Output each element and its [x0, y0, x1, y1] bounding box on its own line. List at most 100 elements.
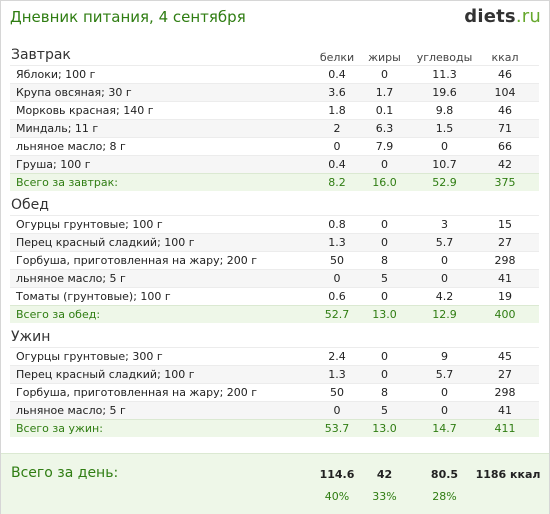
meal-total-row: Всего за завтрак: 8.2 16.0 52.9 375 [10, 173, 539, 191]
food-name: Яблоки; 100 г [16, 68, 96, 81]
food-name: Перец красный сладкий; 100 г [16, 368, 195, 381]
food-name: Морковь красная; 140 г [16, 104, 154, 117]
protein-value: 52.7 [324, 308, 350, 321]
protein-value: 50 [330, 254, 344, 267]
fat-value: 8 [381, 386, 388, 399]
food-row[interactable]: Миндаль; 11 г 2 6.3 1.5 71 [10, 119, 539, 137]
carbs-value: 9.8 [435, 104, 454, 117]
section-breakfast: Завтрак белки жиры углеводы ккал Яблоки;… [1, 46, 549, 191]
column-header-protein: белки [319, 51, 355, 64]
logo-main: diets [464, 6, 516, 27]
day-total-kcal: 1186 ккал [475, 468, 541, 481]
section-title: Ужин [11, 329, 51, 345]
carbs-value: 0 [441, 272, 448, 285]
site-logo[interactable]: diets.ru [464, 6, 541, 27]
protein-value: 0.6 [328, 290, 346, 303]
kcal-value: 66 [498, 140, 512, 153]
fat-value: 0 [381, 350, 388, 363]
kcal-value: 298 [494, 254, 516, 267]
protein-value: 0.4 [328, 158, 346, 171]
column-header-kcal: ккал [491, 51, 519, 64]
protein-value: 0.4 [328, 68, 346, 81]
section-header: Обед [1, 196, 549, 215]
food-name: льняное масло; 5 г [16, 272, 126, 285]
kcal-value: 45 [498, 350, 512, 363]
kcal-value: 298 [494, 386, 516, 399]
food-row[interactable]: Перец красный сладкий; 100 г 1.3 0 5.7 27 [10, 233, 539, 251]
column-header-fat: жиры [368, 51, 401, 64]
protein-value: 50 [330, 386, 344, 399]
kcal-value: 46 [498, 104, 512, 117]
food-row[interactable]: льняное масло; 5 г 0 5 0 41 [10, 269, 539, 287]
fat-value: 0 [381, 236, 388, 249]
section-header: Ужин [1, 328, 549, 347]
carbs-value: 0 [441, 404, 448, 417]
fat-value: 13.0 [372, 308, 397, 321]
section-dinner: Ужин Огурцы грунтовые; 300 г 2.4 0 9 45 Перец… [1, 328, 549, 437]
food-row[interactable]: Крупа овсяная; 30 г 3.6 1.7 19.6 104 [10, 83, 539, 101]
food-row[interactable]: Огурцы грунтовые; 300 г 2.4 0 9 45 [10, 347, 539, 365]
carbs-value: 0 [441, 386, 448, 399]
food-row[interactable]: Перец красный сладкий; 100 г 1.3 0 5.7 27 [10, 365, 539, 383]
column-header-carbs: углеводы [416, 51, 473, 64]
carbs-value: 12.9 [432, 308, 457, 321]
food-row[interactable]: Груша; 100 г 0.4 0 10.7 42 [10, 155, 539, 173]
food-row[interactable]: Горбуша, приготовленная на жару; 200 г 50… [10, 251, 539, 269]
kcal-value: 71 [498, 122, 512, 135]
kcal-value: 27 [498, 236, 512, 249]
kcal-value: 411 [494, 422, 516, 435]
day-total-carbs: 80.5 [430, 468, 459, 481]
carbs-value: 14.7 [432, 422, 457, 435]
fat-value: 6.3 [375, 122, 394, 135]
food-name: Горбуша, приготовленная на жару; 200 г [16, 386, 258, 399]
food-name: Томаты (грунтовые); 100 г [16, 290, 171, 303]
food-name: Перец красный сладкий; 100 г [16, 236, 195, 249]
fat-value: 0 [381, 158, 388, 171]
meal-total-label: Всего за ужин: [16, 422, 103, 435]
carbs-value: 4.2 [435, 290, 454, 303]
header: Дневник питания, 4 сентября diets.ru [1, 1, 549, 35]
food-row[interactable]: Огурцы грунтовые; 100 г 0.8 0 3 15 [10, 215, 539, 233]
day-carbs-percent: 28% [432, 490, 457, 503]
protein-value: 0 [333, 404, 341, 417]
carbs-value: 9 [441, 350, 448, 363]
food-row[interactable]: Томаты (грунтовые); 100 г 0.6 0 4.2 19 [10, 287, 539, 305]
food-row[interactable]: Яблоки; 100 г 0.4 0 11.3 46 [10, 65, 539, 83]
meal-total-row: Всего за обед: 52.7 13.0 12.9 400 [10, 305, 539, 323]
food-row[interactable]: льняное масло; 8 г 0 7.9 0 66 [10, 137, 539, 155]
protein-value: 0 [333, 272, 341, 285]
carbs-value: 5.7 [435, 236, 454, 249]
carbs-value: 0 [441, 140, 448, 153]
carbs-value: 10.7 [432, 158, 457, 171]
meal-total-label: Всего за завтрак: [16, 176, 119, 189]
carbs-value: 0 [441, 254, 448, 267]
section-header: Завтрак белки жиры углеводы ккал [1, 46, 549, 65]
fat-value: 0 [381, 368, 388, 381]
carbs-value: 3 [441, 218, 448, 231]
meal-total-label: Всего за обед: [16, 308, 101, 321]
day-total: Всего за день: 114.6 42 80.5 1186 ккал 4… [1, 453, 549, 514]
kcal-value: 41 [498, 404, 512, 417]
protein-value: 1.3 [328, 368, 346, 381]
kcal-value: 27 [498, 368, 512, 381]
carbs-value: 1.5 [435, 122, 454, 135]
page-title: Дневник питания, 4 сентября [10, 8, 246, 26]
day-protein-percent: 40% [324, 490, 350, 503]
food-row[interactable]: Морковь красная; 140 г 1.8 0.1 9.8 46 [10, 101, 539, 119]
food-row[interactable]: Горбуша, приготовленная на жару; 200 г 50… [10, 383, 539, 401]
food-name: Миндаль; 11 г [16, 122, 99, 135]
meal-total-row: Всего за ужин: 53.7 13.0 14.7 411 [10, 419, 539, 437]
carbs-value: 11.3 [432, 68, 457, 81]
protein-value: 3.6 [328, 86, 346, 99]
section-title: Завтрак [11, 47, 71, 63]
kcal-value: 375 [494, 176, 516, 189]
food-row[interactable]: льняное масло; 5 г 0 5 0 41 [10, 401, 539, 419]
protein-value: 2.4 [328, 350, 346, 363]
protein-value: 2 [333, 122, 341, 135]
kcal-value: 400 [494, 308, 516, 321]
carbs-value: 19.6 [432, 86, 457, 99]
food-name: Огурцы грунтовые; 300 г [16, 350, 163, 363]
food-name: Горбуша, приготовленная на жару; 200 г [16, 254, 258, 267]
kcal-value: 41 [498, 272, 512, 285]
protein-value: 1.3 [328, 236, 346, 249]
